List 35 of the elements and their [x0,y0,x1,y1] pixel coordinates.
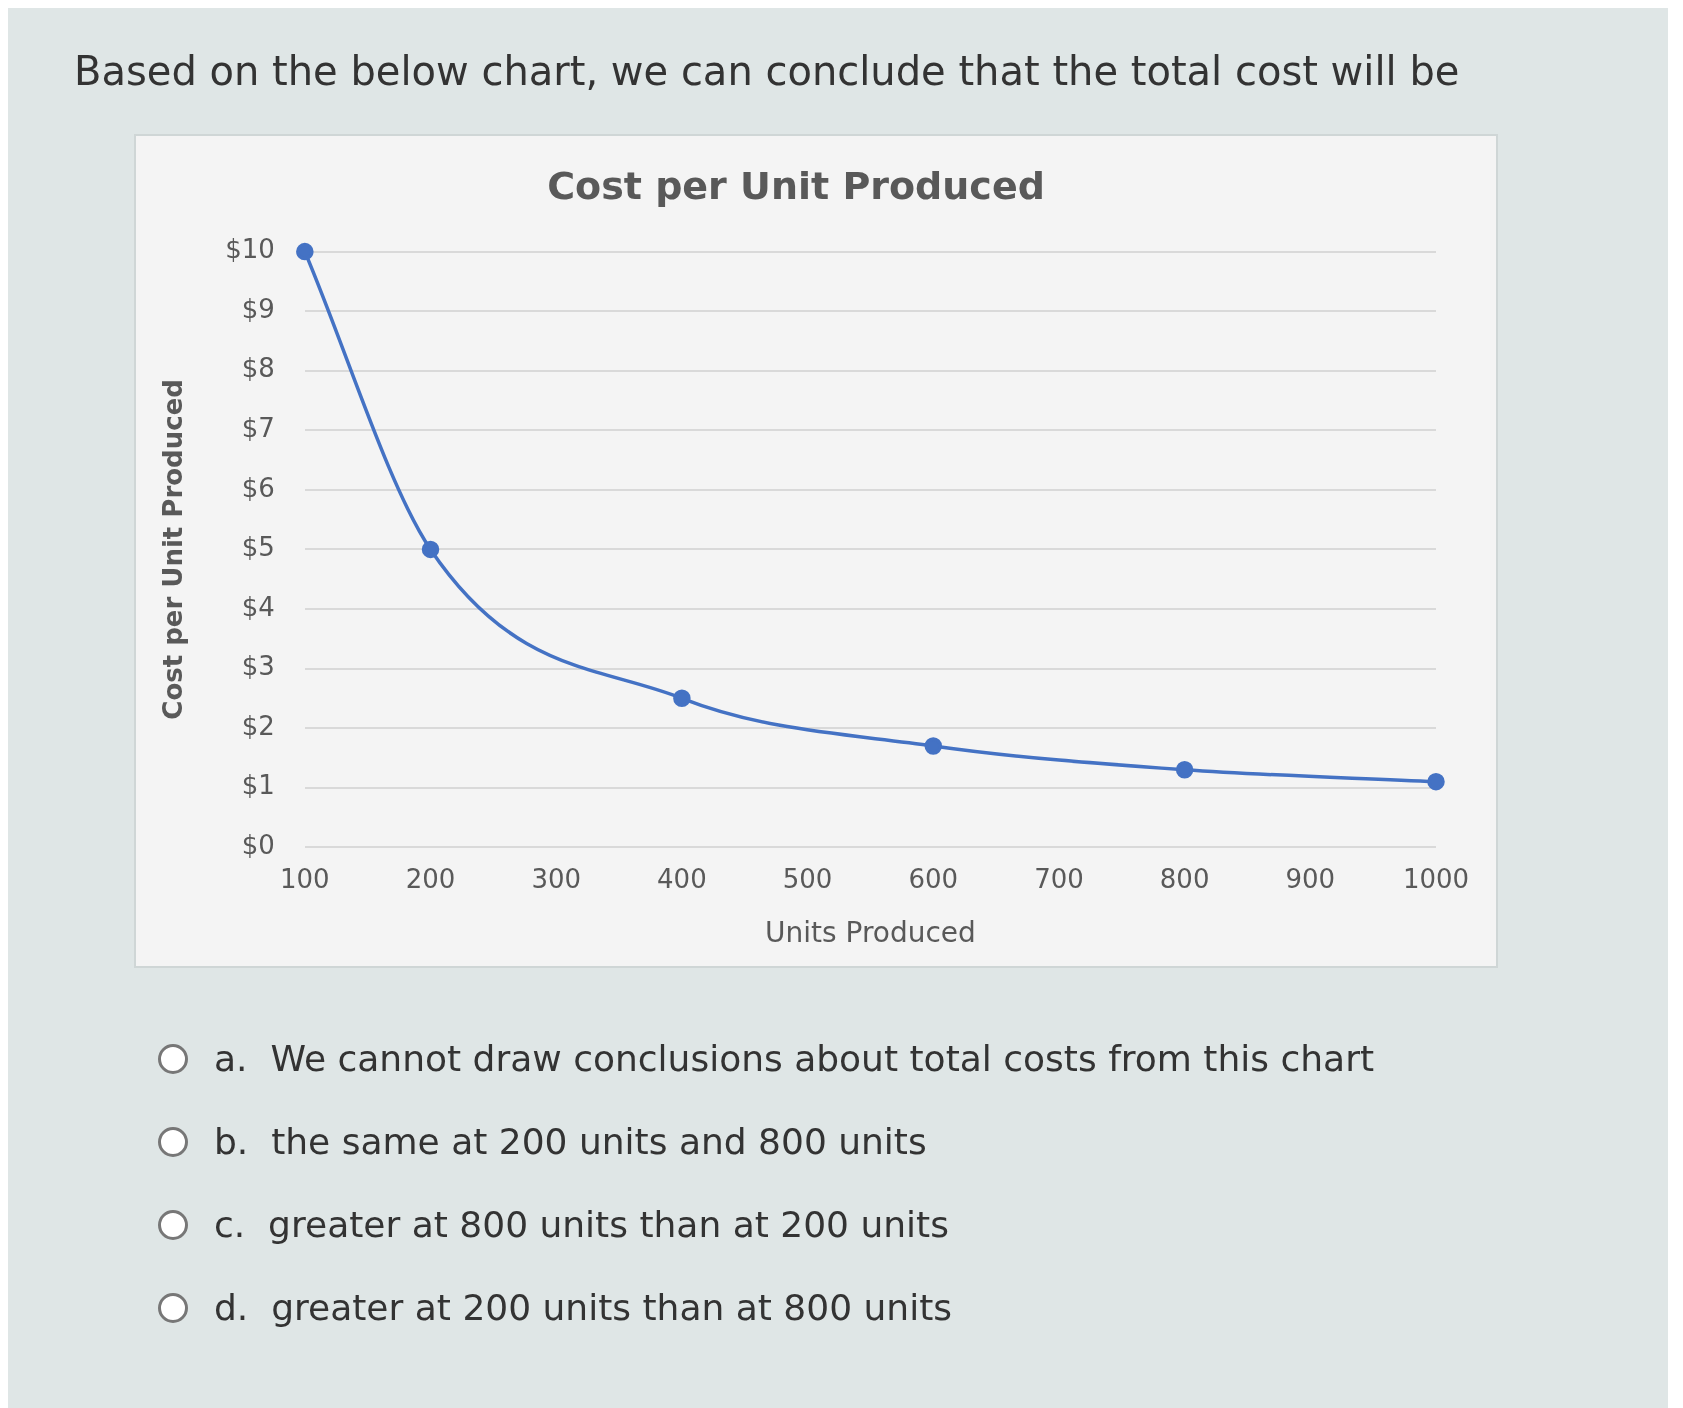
y-tick-label: $8 [241,353,275,384]
y-axis-title: Cost per Unit Produced [158,379,189,720]
text: c. greater at 800 units than at 200 units [214,1204,949,1245]
x-tick-label: 600 [908,863,959,894]
x-tick-label: 900 [1285,863,1336,894]
y-tick-label: $3 [241,651,275,682]
x-tick-label: 200 [405,863,456,894]
y-tick-label: $6 [241,472,275,503]
y-tick-label: $9 [241,293,275,324]
point [1175,761,1194,779]
point [1427,772,1445,791]
x-tick-label: 100 [280,863,330,894]
y-tick-label: $4 [241,591,275,622]
x-axis-title: Units Produced [765,916,976,950]
text: a. We cannot draw conclusions about total costs from this chart [214,1038,1375,1079]
y-tick-label: $7 [241,413,275,444]
y-tick-label: $0 [241,829,275,860]
x-tick-label: 500 [782,863,833,894]
point [421,540,440,559]
text: d. greater at 200 units than at 800 units [214,1287,953,1328]
text: b. the same at 200 units and 800 units [214,1121,927,1162]
y-tick-label: $5 [241,532,275,563]
point [673,689,691,708]
x-tick-label: 700 [1034,863,1084,894]
y-tick-label: $1 [241,770,275,801]
x-tick-label: 300 [531,863,582,894]
chart-title: Cost per Unit Produced [547,163,1045,208]
point [924,737,943,755]
x-tick-label: 400 [657,863,707,894]
x-tick-label: 800 [1159,863,1210,894]
x-tick-label: 1000 [1402,863,1470,894]
text: Based on the below chart, we can conclude that the total cost will be [74,48,1461,94]
point [296,242,314,261]
y-tick-label: $2 [241,710,275,741]
y-tick-label: $10 [225,234,275,265]
